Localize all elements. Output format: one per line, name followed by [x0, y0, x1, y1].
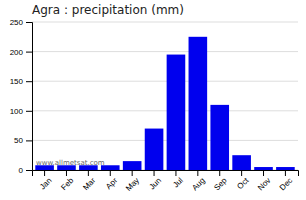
x-tick: Apr	[104, 170, 119, 191]
x-tick-mark	[132, 170, 133, 176]
x-axis: Jan Feb Mar Apr May Jun Jul Aug Sep Oct Nov Dec	[33, 170, 299, 193]
x-tick: Jul	[171, 170, 185, 190]
y-tick-label: 100	[10, 107, 24, 116]
y-tick-mark	[26, 111, 32, 112]
bar	[167, 55, 186, 170]
y-tick-label: 150	[10, 77, 24, 86]
x-tick-label: Jan	[38, 176, 53, 191]
x-tick: Oct	[235, 170, 251, 191]
x-tick-mark	[175, 170, 176, 176]
x-tick: Nov	[256, 170, 272, 192]
x-tick-label: Apr	[104, 176, 119, 191]
grid-line	[32, 22, 298, 23]
annotation: www.allmetsat.com	[36, 159, 105, 167]
x-tick-label: Oct	[235, 175, 251, 191]
x-axis-line	[33, 171, 299, 177]
y-tick: 50	[14, 136, 32, 145]
chart: 0 50 100 150 200 250 Jan Feb Mar Apr May Jun Jul Aug S…	[0, 0, 306, 200]
x-tick-mark	[197, 170, 198, 176]
y-tick-mark	[26, 81, 32, 82]
x-tick-label: May	[124, 176, 141, 193]
bar	[123, 161, 142, 170]
x-tick-label: Dec	[278, 176, 294, 192]
x-tick: Jun	[147, 170, 162, 191]
x-tick-mark	[241, 170, 242, 176]
x-tick-mark	[285, 170, 286, 176]
x-tick-label: Jun	[147, 176, 162, 191]
x-tick-label: Nov	[256, 176, 272, 192]
x-tick-label: Mar	[81, 176, 97, 192]
x-tick-label: Sep	[212, 176, 229, 193]
x-tick-mark	[154, 170, 155, 176]
grid-line	[32, 81, 298, 82]
bar	[145, 129, 164, 170]
x-tick: May	[124, 170, 141, 193]
y-tick: 100	[10, 107, 32, 116]
plot: 0 50 100 150 200 250 Jan Feb Mar Apr May Jun Jul Aug S…	[10, 18, 299, 193]
x-tick-mark	[88, 170, 89, 176]
x-tick-mark	[110, 170, 111, 176]
y-tick-mark	[26, 140, 32, 141]
x-tick: Jan	[38, 170, 53, 191]
bar	[276, 167, 295, 170]
x-tick-label: Jul	[171, 176, 185, 190]
bar	[189, 37, 208, 170]
x-tick: Aug	[190, 170, 206, 192]
x-tick-mark	[66, 170, 67, 176]
x-tick: Feb	[59, 170, 76, 192]
title: Agra : precipitation (mm)	[32, 3, 184, 17]
x-tick: Mar	[81, 170, 97, 192]
x-tick: Sep	[212, 170, 229, 192]
y-tick: 150	[10, 77, 32, 86]
bar	[254, 167, 273, 170]
y-tick-label: 250	[10, 18, 24, 27]
x-tick-mark	[219, 170, 220, 176]
y-tick-label: 50	[14, 136, 23, 145]
x-tick-mark	[44, 170, 45, 176]
y-axis-line	[26, 23, 33, 171]
grid-line	[32, 51, 298, 52]
x-tick-label: Aug	[190, 176, 206, 192]
y-axis: 0 50 100 150 200 250	[10, 18, 33, 175]
bars	[35, 37, 294, 170]
x-tick: Dec	[278, 170, 294, 192]
y-tick-label: 0	[19, 166, 24, 175]
grid-line	[32, 110, 298, 111]
bar	[232, 155, 251, 170]
y-tick-label: 200	[10, 48, 24, 57]
x-tick-label: Feb	[59, 176, 76, 193]
y-tick: 200	[10, 48, 32, 57]
y-tick-mark	[26, 170, 32, 171]
x-tick-mark	[263, 170, 264, 176]
y-tick: 250	[10, 18, 32, 27]
bar	[210, 105, 229, 170]
y-tick-mark	[26, 22, 32, 23]
y-tick-mark	[26, 52, 32, 53]
grid	[32, 22, 298, 170]
grid-line	[32, 140, 298, 141]
y-tick: 0	[19, 166, 32, 175]
